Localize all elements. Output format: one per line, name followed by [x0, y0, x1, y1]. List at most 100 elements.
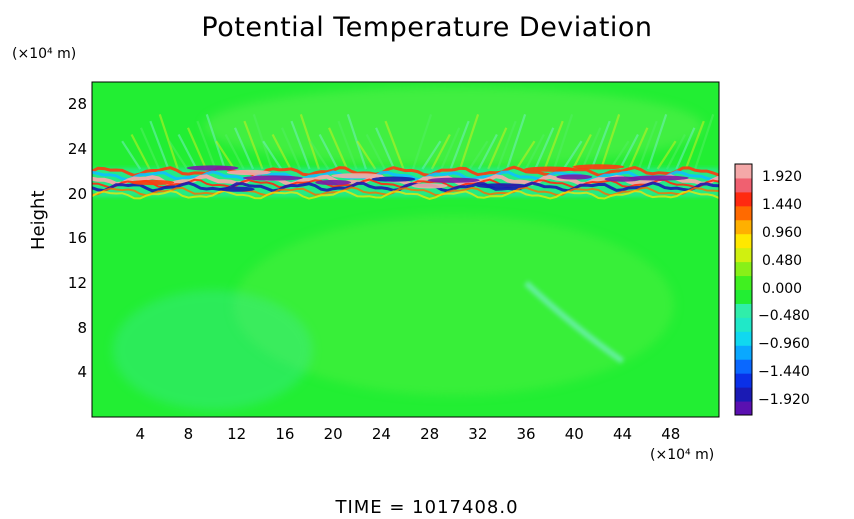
colorbar-segment [735, 275, 752, 290]
colorbar-label: −0.480 [758, 308, 810, 325]
wave-streak [337, 120, 358, 170]
wave-streak [487, 127, 508, 170]
field-layer [92, 86, 719, 410]
wave-streak [149, 120, 170, 170]
colorbar-label: 0.960 [762, 224, 803, 241]
layer-blob [130, 179, 175, 186]
wave-streak [186, 127, 208, 170]
wave-streak [694, 114, 715, 170]
wave-streak [458, 114, 480, 170]
colorbar-label: 1.440 [762, 196, 803, 213]
wave-streak [168, 140, 189, 170]
colorbar-segment [735, 233, 752, 249]
colorbar-label: −0.960 [758, 336, 810, 353]
wave-streak [534, 127, 555, 170]
wave-streak [271, 133, 292, 170]
wave-streak [628, 127, 649, 170]
field-patch [524, 280, 625, 364]
layer-blob [427, 177, 480, 183]
time-footer: TIME = 1017408.0 [335, 497, 519, 518]
wave-streak [440, 127, 461, 170]
colorbar-label: 0.000 [762, 280, 803, 297]
x-tick-label: 20 [323, 425, 343, 443]
x-unit-label: (×10⁴ m) [650, 447, 715, 463]
x-tick-label: 24 [371, 425, 391, 443]
y-tick-label: 12 [67, 274, 87, 292]
colorbar-segment [735, 401, 752, 416]
colorbar-label: −1.920 [758, 392, 810, 409]
colorbar-label: 0.480 [762, 252, 803, 269]
wave-streak [384, 120, 405, 170]
wave-streak [318, 133, 339, 170]
x-tick-label: 44 [612, 425, 633, 443]
wave-streak [196, 120, 217, 170]
colorbar-frame [734, 163, 753, 416]
colorbar-segment [735, 331, 752, 346]
wave-streak [590, 120, 611, 170]
wave-streak [421, 140, 442, 170]
layer-blob [556, 174, 593, 180]
wave-streak [515, 140, 536, 170]
colorbar-segment [735, 359, 752, 374]
wave-streak [496, 120, 517, 170]
layer-blob [242, 175, 303, 181]
field-patch [203, 86, 704, 167]
wave-streak [121, 140, 142, 170]
field-patch [112, 290, 313, 410]
colorbar-segment [735, 317, 752, 332]
wave-streak [430, 133, 451, 170]
colorbar-segment [735, 387, 752, 402]
colorbar-label: 1.920 [762, 168, 803, 185]
wave-streak [233, 127, 255, 170]
layer-blob [572, 164, 625, 170]
x-tick-label: 48 [661, 425, 681, 443]
y-tick-label: 8 [77, 318, 87, 337]
wave-streak [562, 140, 583, 170]
wave-streak [290, 120, 311, 170]
wave-streak [224, 133, 245, 170]
plot-area [91, 81, 720, 418]
colorbar-segment [735, 177, 752, 193]
wave-streak [647, 114, 668, 170]
wave-streak [618, 133, 639, 170]
wave-streak [243, 120, 264, 170]
x-tick-label: 16 [275, 425, 295, 443]
wave-streak [665, 133, 686, 170]
wave-streak [375, 127, 396, 170]
wave-streak [553, 114, 574, 170]
x-tick-label: 40 [564, 425, 584, 443]
layer-streak [92, 181, 719, 193]
y-tick-label: 16 [67, 229, 87, 248]
layer-blob [475, 183, 528, 189]
layer-blob [226, 169, 271, 176]
wave-streak [215, 140, 236, 170]
wave-streak [684, 120, 705, 170]
wave-streak [328, 127, 349, 170]
layer-blob [628, 175, 689, 181]
x-tick-label: 32 [468, 425, 488, 443]
wave-streak [637, 120, 658, 170]
colorbar-segment [735, 247, 752, 263]
layer-blob [315, 179, 352, 186]
colorbar-segment [735, 261, 752, 277]
wave-streak [177, 133, 198, 170]
layer-streak [92, 189, 719, 200]
y-tick-label: 28 [67, 95, 87, 114]
wave-streak [505, 114, 527, 170]
colorbar-segment [735, 164, 752, 179]
layer-blob [411, 183, 448, 189]
x-tick-label: 28 [420, 425, 440, 443]
wave-streak [365, 133, 386, 170]
y-tick-label: 24 [67, 140, 87, 158]
colorbar [734, 163, 753, 416]
wave-streak [581, 127, 602, 170]
colorbar-segment [735, 219, 752, 235]
layer-streak [92, 165, 719, 177]
x-tick-label: 36 [516, 425, 536, 443]
wave-streak [524, 133, 545, 170]
wave-streak [609, 140, 630, 170]
y-unit-label: (×10⁴ m) [12, 46, 77, 62]
wave-streak [309, 140, 330, 170]
layer-blob [524, 166, 577, 172]
